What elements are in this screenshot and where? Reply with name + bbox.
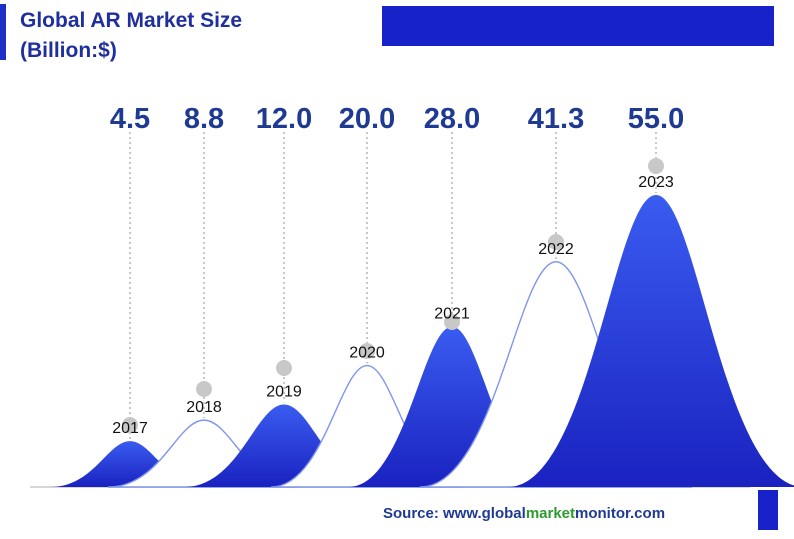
chart-title-line-2: (Billion:$) <box>20 39 117 62</box>
footer-accent-bar <box>758 490 778 530</box>
year-label-2023: 2023 <box>638 174 674 191</box>
source-part-global: global <box>481 505 526 522</box>
source-part-market: market <box>525 505 576 522</box>
source-part-monitor: monitor <box>575 505 631 522</box>
year-label-2018: 2018 <box>186 399 222 416</box>
peak-2023 <box>508 195 794 487</box>
marker-dot-2020 <box>359 343 375 359</box>
value-label-2020: 20.0 <box>339 103 395 135</box>
year-label-2019: 2019 <box>266 384 302 401</box>
chart-title: Global AR Market Size (Billion:$) <box>20 6 242 66</box>
header-banner <box>382 6 774 46</box>
year-label-2017: 2017 <box>112 420 148 437</box>
title-accent-bar <box>0 4 6 60</box>
value-label-2019: 12.0 <box>256 103 312 135</box>
year-label-2022: 2022 <box>538 241 574 258</box>
value-label-2021: 28.0 <box>424 103 480 135</box>
value-label-2023: 55.0 <box>628 103 684 135</box>
year-label-2021: 2021 <box>434 306 470 323</box>
marker-dot-2017 <box>122 417 138 433</box>
value-label-2017: 4.5 <box>110 103 150 135</box>
value-label-2018: 8.8 <box>184 103 224 135</box>
source-text: Source: www.globalmarketmonitor.com <box>383 505 665 522</box>
marker-dot-2023 <box>648 158 664 174</box>
marker-dot-2021 <box>444 314 460 330</box>
source-suffix: .com <box>630 505 666 522</box>
chart-title-line-1: Global AR Market Size <box>20 9 243 32</box>
value-label-2022: 41.3 <box>528 103 584 135</box>
source-prefix: Source: www. <box>383 505 482 522</box>
marker-dot-2022 <box>548 234 564 250</box>
marker-dot-2019 <box>276 360 292 376</box>
marker-dot-2018 <box>196 381 212 397</box>
year-label-2020: 2020 <box>349 345 385 362</box>
